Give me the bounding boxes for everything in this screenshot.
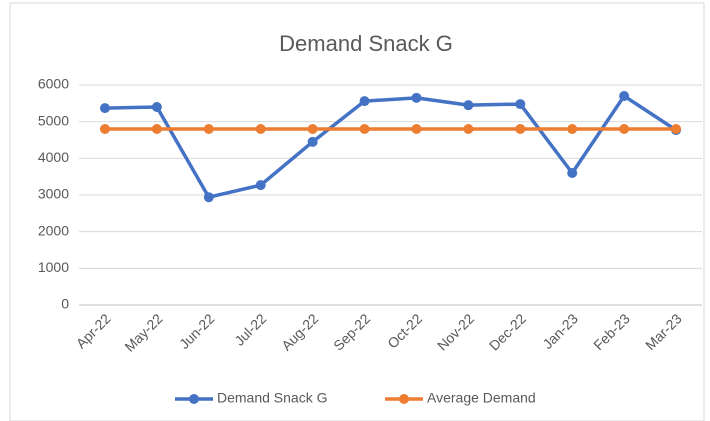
data-point [463,124,474,134]
data-point [515,99,526,110]
data-point [255,180,266,191]
y-tick-label: 5000 [38,112,69,128]
data-point [307,124,318,134]
data-point [255,124,266,134]
chart-title: Demand Snack G [279,31,453,56]
legend-label: Demand Snack G [217,390,328,406]
y-tick-label: 4000 [38,149,69,165]
data-point [567,124,578,134]
data-point [515,124,526,134]
series-line [104,94,678,199]
y-tick-label: 3000 [38,186,69,202]
data-point [151,102,162,112]
data-point [151,124,162,134]
legend-marker [189,394,199,404]
data-point [619,124,630,134]
data-point [619,91,630,101]
data-point [307,136,318,147]
data-point [99,103,110,114]
legend-marker [399,394,409,404]
y-tick-label: 6000 [38,76,69,92]
y-tick-label: 2000 [38,222,69,238]
data-point [203,124,214,134]
data-point [567,168,578,178]
data-point [359,96,370,107]
chart-frame [9,2,705,421]
data-point [463,100,474,111]
data-point [99,124,110,134]
y-tick-label: 0 [61,296,69,312]
y-tick-label: 1000 [38,259,69,275]
data-point [411,92,422,103]
data-point [203,192,214,203]
legend-label: Average Demand [427,390,536,406]
data-point [411,124,422,134]
data-point [359,124,370,134]
data-point [671,124,682,134]
